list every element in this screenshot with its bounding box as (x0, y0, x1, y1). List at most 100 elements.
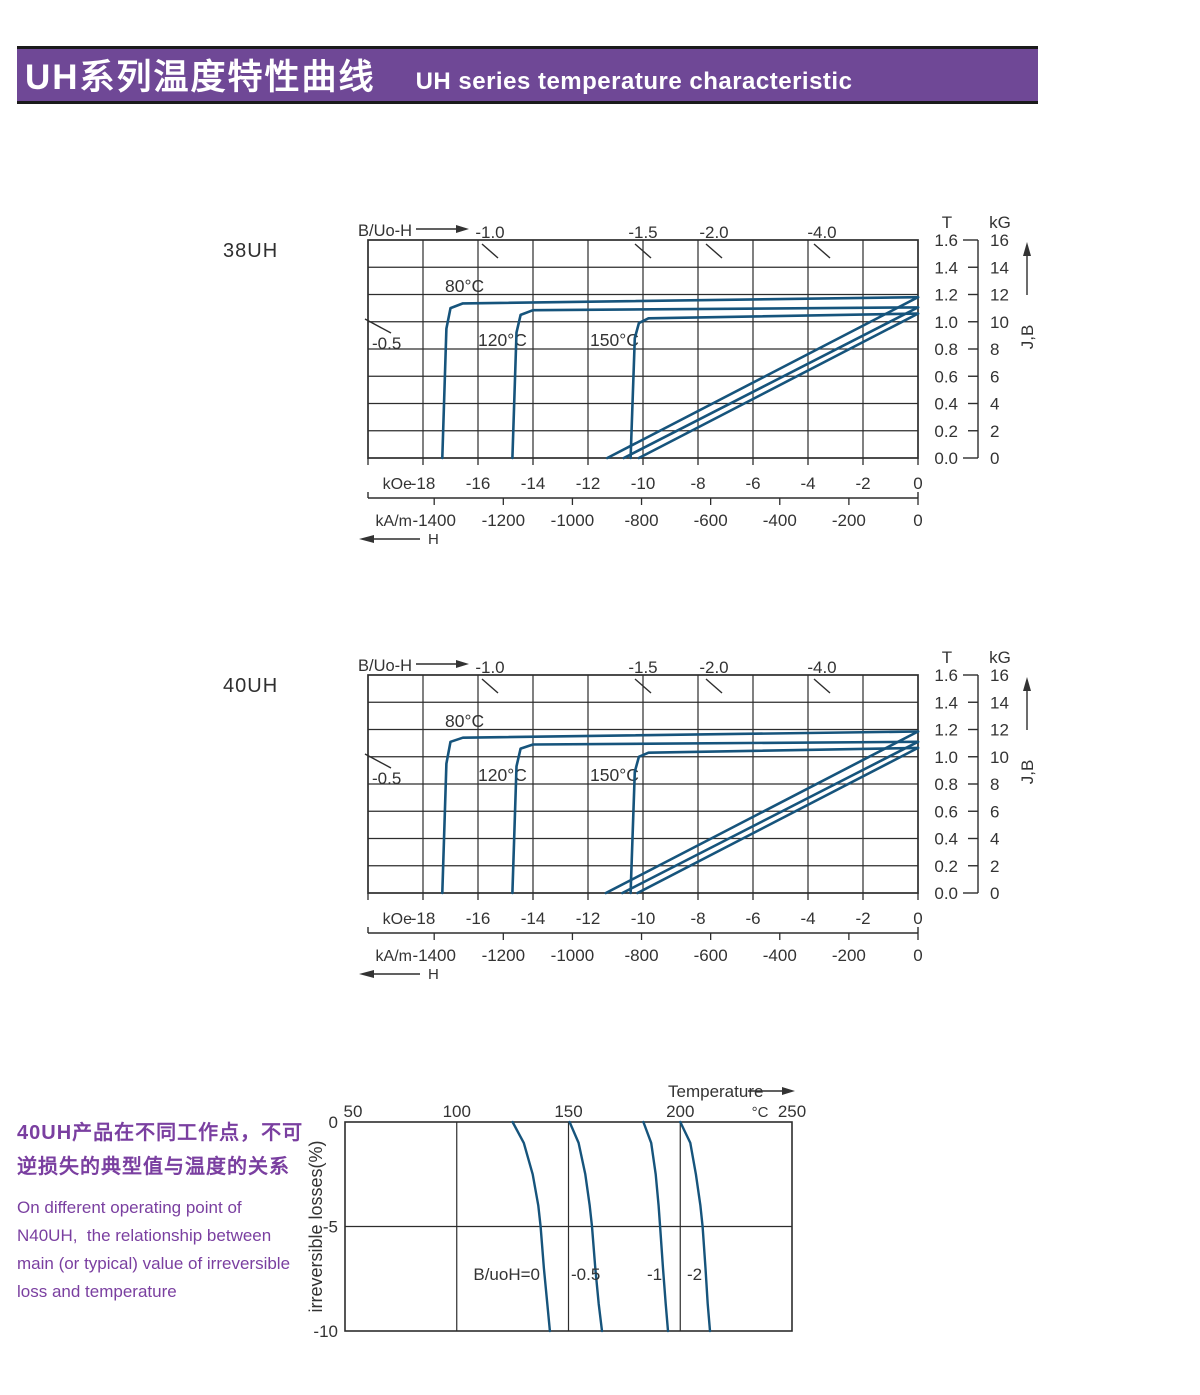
loss-xtick-label: 250 (778, 1102, 806, 1121)
t-tick-label: 1.2 (934, 721, 958, 740)
kg-tick-label: 0 (990, 449, 999, 468)
t-tick-label: 1.0 (934, 313, 958, 332)
load-line-tick (813, 678, 831, 694)
curves (441, 730, 920, 895)
kam-unit: kA/m (376, 948, 412, 965)
koe-tick-label: 0 (913, 474, 922, 493)
koe-tick-label: -4 (800, 474, 815, 493)
kam-tick-label: 0 (913, 946, 922, 965)
loss-curve-label: -2 (687, 1265, 702, 1284)
koe-tick-label: -8 (690, 909, 705, 928)
t-tick-label: 0.2 (934, 422, 958, 441)
demag-chart-40uh: B/Uo-H -1.0 -1.5 -2.0 -4.0 -0.5 kOe-18 -16 -14 -1… (358, 648, 1037, 983)
40uh-plot (364, 663, 1028, 975)
38uh-curve-80-c-j (441, 295, 920, 460)
load-line-label: -2.0 (699, 658, 728, 677)
koe-tick-label: -2 (855, 474, 870, 493)
kam-tick-label: -400 (763, 511, 797, 530)
koe-tick-label: -6 (745, 474, 760, 493)
curves (441, 295, 920, 460)
grid (368, 240, 918, 458)
koe-tick-label: -12 (576, 909, 601, 928)
loss-curve-b-uoh-0 (511, 1120, 552, 1333)
kg-tick-label: 12 (990, 721, 1009, 740)
demag-chart-38uh: B/Uo-H -1.0 -1.5 -2.0 -4.0 -0.5 kOe-18 -16 -14 -1… (358, 213, 1037, 548)
irreversible-loss-chart: Temperature 50 100 150 200 °C 250 0 -5 -10 irrever… (306, 1082, 806, 1341)
loss-xtick-label: 100 (443, 1102, 471, 1121)
t-tick-label: 0.0 (934, 449, 958, 468)
load-line-axis-label: B/Uo-H (358, 657, 412, 675)
header-bar: UH系列温度特性曲线 UH series temperature charact… (17, 46, 1038, 104)
koe-tick-label: 0 (913, 909, 922, 928)
t-tick-label: 1.0 (934, 748, 958, 767)
38uh-curve-150-c-b (637, 312, 920, 460)
kam-tick-label: -800 (625, 511, 659, 530)
t-tick-label: 1.6 (934, 231, 958, 250)
kg-axis-header: kG (989, 213, 1011, 232)
load-line-tick (481, 678, 499, 694)
load-line-label: -2.0 (699, 223, 728, 242)
loss-ytick-label: -10 (313, 1322, 338, 1341)
40uh-curve-80-c-b (604, 730, 920, 895)
koe-tick-label: -18 (411, 909, 436, 928)
kam-tick-label: -1000 (551, 511, 594, 530)
kam-tick-label: -600 (694, 511, 728, 530)
kam-tick-label: -800 (625, 946, 659, 965)
load-line-tick (364, 753, 392, 769)
kg-tick-label: 4 (990, 395, 999, 414)
kg-tick-label: 10 (990, 748, 1009, 767)
kg-tick-label: 0 (990, 884, 999, 903)
koe-tick-label: -16 (466, 909, 491, 928)
h-axis-label: H (428, 966, 439, 983)
koe-tick-label: -14 (521, 474, 546, 493)
temp-curve-label: 80°C (445, 276, 484, 296)
h-arrowhead (359, 970, 374, 978)
t-tick-label: 0.8 (934, 340, 958, 359)
kam-tick-label: -1000 (551, 946, 594, 965)
koe-tick-label: -18 (411, 474, 436, 493)
kg-tick-label: 8 (990, 340, 999, 359)
38uh-plot (364, 228, 1028, 540)
load-line-axis-label: B/Uo-H (358, 222, 412, 240)
38uh-curve-150-c-j (629, 312, 920, 460)
loss-xtick-label: 50 (344, 1102, 363, 1121)
kam-tick-label: -1200 (482, 511, 525, 530)
38uh-curve-120-c-j (511, 306, 920, 460)
t-axis-header: T (942, 213, 952, 232)
kg-tick-label: 16 (990, 666, 1009, 685)
t-tick-label: 1.2 (934, 286, 958, 305)
loss-xtick-label: 150 (554, 1102, 582, 1121)
loss-ytick-label: 0 (329, 1113, 338, 1132)
kam-unit: kA/m (376, 513, 412, 530)
load-line-tick (481, 243, 499, 259)
load-line-label: -1.0 (475, 658, 504, 677)
load-line-tick (813, 243, 831, 259)
grade-label-38uh: 38UH (223, 240, 279, 262)
load-line-label: -1.0 (475, 223, 504, 242)
jb-axis-label: J,B (1018, 760, 1037, 785)
t-tick-label: 0.4 (934, 395, 958, 414)
koe-tick-label: -12 (576, 474, 601, 493)
loss-plot (344, 1090, 793, 1332)
40uh-curve-80-c-j (441, 730, 920, 895)
side-note-english: On different operating point of N40UH, t… (17, 1194, 317, 1306)
grid (368, 675, 918, 893)
kg-tick-label: 4 (990, 830, 999, 849)
load-line-arrowhead (456, 225, 469, 233)
load-line-tick (705, 243, 723, 259)
load-line-label: -0.5 (372, 334, 401, 353)
t-tick-label: 0.2 (934, 857, 958, 876)
side-note: 40UH产品在不同工作点，不可 逆损失的典型值与温度的关系 On differe… (17, 1116, 317, 1306)
koe-unit: kOe (383, 911, 412, 928)
38uh-curve-120-c-b (622, 306, 920, 460)
load-line-tick (705, 678, 723, 694)
koe-tick-label: -4 (800, 909, 815, 928)
load-line-label: -1.5 (628, 223, 657, 242)
38uh-curve-80-c-b (606, 295, 920, 460)
kg-tick-label: 12 (990, 286, 1009, 305)
loss-ytick-label: -5 (323, 1218, 338, 1237)
temperature-axis-label: Temperature (668, 1082, 763, 1101)
jb-axis-label: J,B (1018, 325, 1037, 350)
kam-tick-label: -600 (694, 946, 728, 965)
40uh-curve-150-c-b (636, 746, 920, 895)
